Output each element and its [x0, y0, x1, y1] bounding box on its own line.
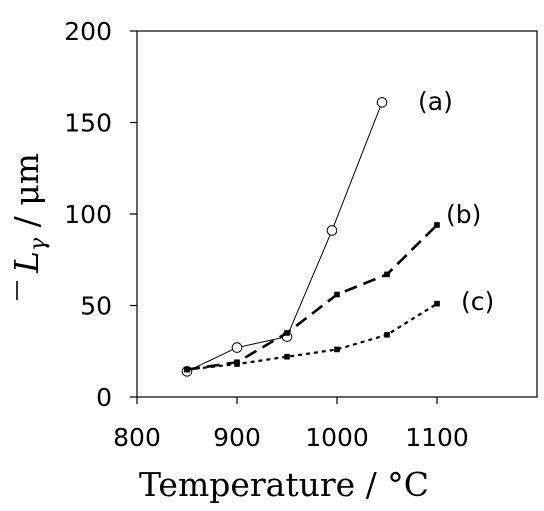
- data-point: [376, 97, 388, 108]
- x-axis-title: Temperature / °C: [139, 465, 429, 504]
- svg-text:Lγ / μm: Lγ / μm: [7, 153, 51, 274]
- series-group: [181, 97, 440, 377]
- y-tick-label: 150: [64, 109, 112, 138]
- series-labels: (a) (b) (c): [418, 87, 494, 316]
- y-tick-label: 100: [64, 200, 112, 229]
- data-point: [334, 291, 340, 298]
- data-point: [284, 330, 290, 336]
- data-point: [384, 271, 390, 278]
- data-point: [334, 346, 340, 353]
- data-point: [434, 300, 440, 307]
- y-tick-label: 50: [80, 292, 112, 321]
- data-point: [231, 342, 243, 353]
- series-line: [186, 224, 438, 371]
- y-axis-title-unit: μm: [7, 153, 46, 206]
- y-tick-label: 0: [96, 383, 112, 412]
- series-b: [184, 222, 440, 373]
- data-point: [284, 353, 290, 360]
- y-axis-title-subscript: γ: [26, 237, 51, 251]
- data-point: [234, 361, 240, 367]
- axis-ticks: 800 900 1000 1100 0 50 100 150 200: [64, 17, 469, 452]
- x-tick-label: 1000: [305, 423, 369, 452]
- series-a: [181, 97, 388, 377]
- data-point: [434, 222, 440, 228]
- data-point: [184, 366, 190, 373]
- y-axis-title: Lγ / μm: [7, 153, 51, 300]
- data-point: [384, 331, 390, 338]
- series-c: [184, 300, 440, 373]
- y-axis-title-symbol: L: [7, 251, 46, 274]
- x-tick-label: 1100: [405, 423, 469, 452]
- series-line: [186, 302, 438, 371]
- data-point: [326, 225, 338, 236]
- series-label: (b): [446, 200, 481, 229]
- series-label: (c): [461, 287, 494, 316]
- y-tick-label: 200: [64, 17, 112, 46]
- x-tick-label: 900: [213, 423, 261, 452]
- series-label: (a): [418, 87, 453, 116]
- x-tick-label: 800: [113, 423, 161, 452]
- y-axis-title-separator: /: [7, 206, 46, 238]
